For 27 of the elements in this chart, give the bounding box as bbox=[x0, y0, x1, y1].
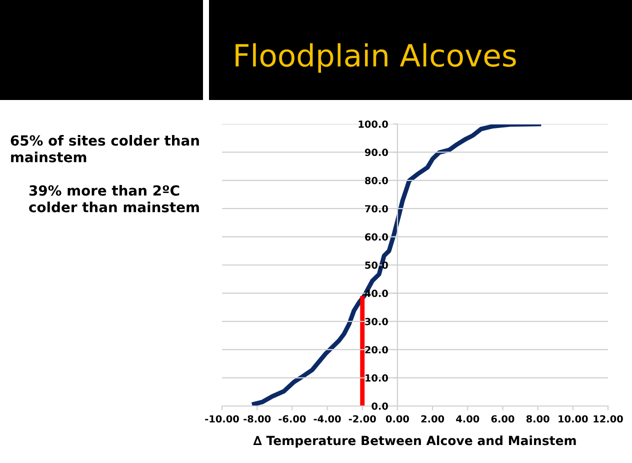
x-tick-label: -2.00 bbox=[348, 415, 376, 423]
y-tick-label: 40.0 bbox=[364, 290, 388, 298]
x-tick-label: 0.00 bbox=[386, 415, 409, 423]
text: 39% more than 2ºC colder than mainstem bbox=[29, 185, 199, 212]
y-tick-label: 30.0 bbox=[365, 318, 388, 326]
y-tick-label: 80.0 bbox=[365, 176, 388, 184]
x-tick-label: 6.00 bbox=[491, 415, 514, 423]
y-tick-label: 60.0 bbox=[365, 233, 388, 241]
x-axis-title: ∆ Temperature Between Alcove and Mainstem bbox=[253, 436, 576, 448]
y-tick-label: 70.0 bbox=[365, 205, 388, 212]
chart-title: Floodplain Alcoves bbox=[236, 43, 516, 73]
x-tick-label: 10.00 bbox=[558, 415, 588, 423]
text: 65% of sites colder than mainstem bbox=[10, 135, 199, 162]
y-tick-label: 0.0 bbox=[372, 402, 388, 410]
x-tick-label: -6.00 bbox=[278, 415, 306, 423]
y-tick-label: 100.0 bbox=[358, 120, 388, 128]
x-tick-label: 12.00 bbox=[594, 415, 623, 423]
x-tick-label: 4.00 bbox=[456, 415, 480, 423]
y-tick-label: 20.0 bbox=[365, 346, 388, 354]
x-tick-label: -4.00 bbox=[314, 415, 341, 423]
x-tick-label: 8.00 bbox=[526, 415, 550, 423]
y-tick-label: 10.0 bbox=[366, 374, 388, 382]
x-tick-label: -10.00 bbox=[205, 415, 239, 423]
y-tick-label: 50.0 bbox=[365, 261, 388, 269]
y-tick-label: 90.0 bbox=[364, 148, 388, 156]
x-tick-label: -8.00 bbox=[244, 415, 271, 423]
x-tick-label: 2.00 bbox=[421, 415, 444, 423]
